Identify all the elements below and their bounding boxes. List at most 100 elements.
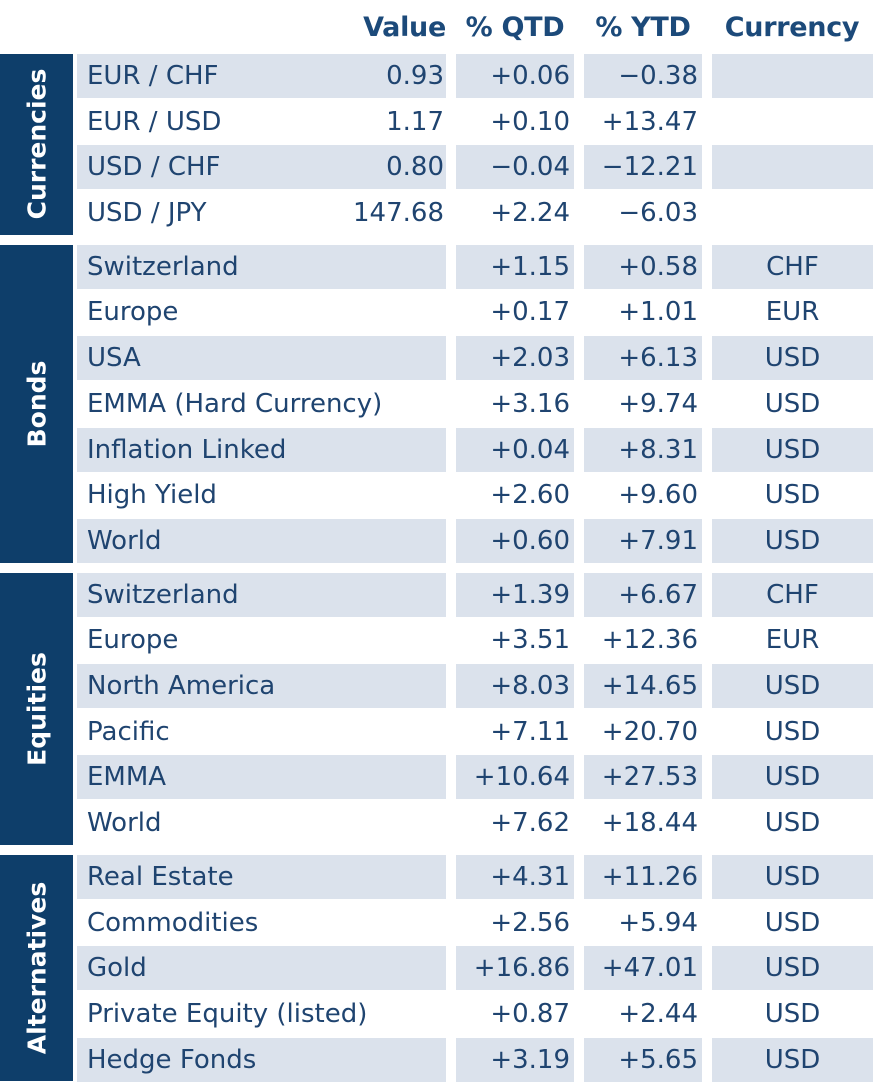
group-bonds: Bonds Switzerland +1.15 +0.58 CHF Europe +0.17… — [0, 244, 873, 563]
table-row: Switzerland +1.15 +0.58 CHF — [77, 244, 873, 289]
table-row: Real Estate +4.31 +11.26 USD — [77, 854, 873, 899]
row-qtd: +7.11 — [490, 716, 570, 747]
table-row: EMMA (Hard Currency) +3.16 +9.74 USD — [77, 382, 873, 426]
row-qtd: +0.06 — [456, 54, 574, 98]
row-value — [376, 473, 446, 517]
row-ytd: −6.03 — [618, 198, 698, 229]
row-qtd: +8.03 — [456, 664, 574, 709]
table-row: EUR / CHF 0.93 +0.06 −0.38 — [77, 54, 873, 98]
header-ytd: % YTD — [595, 11, 691, 43]
row-currency: USD — [764, 388, 821, 419]
row-name: USD / CHF — [77, 145, 446, 190]
group-label-text: Currencies — [22, 69, 51, 220]
row-currency: USD — [764, 907, 821, 938]
row-currency: EUR — [765, 625, 820, 656]
row-qtd: +2.24 — [490, 198, 570, 229]
row-ytd: +47.01 — [584, 946, 702, 991]
table-row: Inflation Linked +0.04 +8.31 USD — [77, 427, 873, 472]
group-label: Bonds — [0, 244, 73, 563]
row-qtd: +0.87 — [490, 998, 570, 1029]
row-ytd: +27.53 — [584, 755, 702, 800]
row-name: Switzerland — [77, 572, 446, 617]
table-row: Pacific +7.11 +20.70 USD — [77, 710, 873, 754]
row-name: EMMA (Hard Currency) — [87, 388, 383, 419]
table-row: EMMA +10.64 +27.53 USD — [77, 755, 873, 800]
table-row: World +0.60 +7.91 USD — [77, 518, 873, 563]
row-name: Commodities — [87, 907, 259, 938]
row-currency: EUR — [765, 297, 820, 328]
row-qtd: +1.15 — [456, 244, 574, 289]
row-qtd: +4.31 — [456, 854, 574, 899]
row-value — [376, 855, 446, 899]
row-currency: USD — [712, 1037, 873, 1082]
row-currency — [712, 145, 873, 190]
row-ytd: +6.13 — [584, 336, 702, 381]
row-name: USA — [77, 336, 446, 381]
row-value — [376, 618, 446, 662]
row-value — [376, 245, 446, 289]
row-ytd: +11.26 — [584, 854, 702, 899]
row-ytd: +20.70 — [601, 716, 698, 747]
table-row: Europe +3.51 +12.36 EUR — [77, 618, 873, 662]
row-name: Inflation Linked — [77, 427, 446, 472]
row-currency: CHF — [712, 244, 873, 289]
row-name: High Yield — [87, 480, 217, 511]
row-currency: USD — [712, 946, 873, 991]
row-currency: USD — [712, 427, 873, 472]
row-ytd: +9.60 — [618, 480, 698, 511]
row-qtd: −0.04 — [456, 145, 574, 190]
row-name: Switzerland — [77, 244, 446, 289]
row-currency: USD — [712, 518, 873, 563]
group-label-text: Bonds — [22, 360, 51, 448]
row-value — [376, 336, 446, 380]
row-name: North America — [77, 664, 446, 709]
row-value — [376, 1038, 446, 1082]
row-qtd: +2.56 — [490, 907, 570, 938]
row-currency: USD — [764, 808, 821, 839]
row-ytd: +13.47 — [601, 106, 698, 137]
row-qtd: +3.51 — [490, 625, 570, 656]
row-name: Real Estate — [77, 854, 446, 899]
row-ytd: +9.74 — [618, 388, 698, 419]
row-currency: USD — [712, 755, 873, 800]
row-name: Gold — [77, 946, 446, 991]
row-qtd: +3.19 — [456, 1037, 574, 1082]
table-row: Switzerland +1.39 +6.67 CHF — [77, 572, 873, 617]
row-value — [376, 801, 446, 845]
header-currency: Currency — [724, 11, 860, 43]
table-row: USD / JPY 147.68 +2.24 −6.03 — [77, 191, 873, 235]
row-ytd: −0.38 — [584, 54, 702, 98]
row-currency: CHF — [712, 572, 873, 617]
row-qtd: +0.04 — [456, 427, 574, 472]
table-row: World +7.62 +18.44 USD — [77, 801, 873, 845]
table-row: North America +8.03 +14.65 USD — [77, 664, 873, 709]
row-value — [376, 710, 446, 754]
row-currency: USD — [712, 664, 873, 709]
row-value — [376, 992, 446, 1036]
group-currencies: Currencies EUR / CHF 0.93 +0.06 −0.38 EUR / U… — [0, 54, 873, 235]
row-name: Private Equity (listed) — [87, 998, 368, 1029]
group-alternatives: Alternatives Real Estate +4.31 +11.26 USD Com… — [0, 854, 873, 1082]
row-value — [376, 573, 446, 617]
row-qtd: +16.86 — [456, 946, 574, 991]
table-row: Hedge Fonds +3.19 +5.65 USD — [77, 1037, 873, 1082]
row-value — [376, 290, 446, 334]
row-name: EUR / CHF — [77, 54, 446, 98]
row-ytd: +14.65 — [584, 664, 702, 709]
row-currency: USD — [764, 480, 821, 511]
row-qtd: +7.62 — [490, 808, 570, 839]
row-currency: USD — [764, 998, 821, 1029]
table-row: Europe +0.17 +1.01 EUR — [77, 290, 873, 334]
row-value: 1.17 — [386, 106, 444, 137]
row-name: EMMA — [77, 755, 446, 800]
row-qtd: +2.60 — [490, 480, 570, 511]
row-currency — [712, 100, 873, 144]
group-equities: Equities Switzerland +1.39 +6.67 CHF Europe +3… — [0, 572, 873, 845]
row-value — [376, 428, 446, 472]
table-row: Gold +16.86 +47.01 USD — [77, 946, 873, 991]
row-name: Europe — [87, 297, 179, 328]
row-qtd: +0.10 — [490, 106, 570, 137]
row-ytd: +12.36 — [601, 625, 698, 656]
group-label-text: Equities — [22, 651, 51, 766]
row-value — [376, 519, 446, 563]
